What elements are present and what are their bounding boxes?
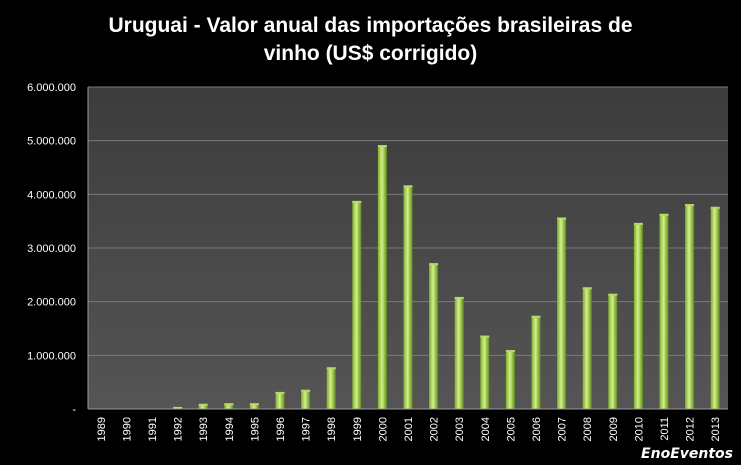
bar-top-2000 [377, 145, 387, 148]
x-tick-label: 1997 [301, 417, 313, 441]
bar-1996 [275, 392, 285, 409]
bar-top-1997 [301, 389, 311, 392]
bar-top-1996 [275, 391, 285, 394]
bar-2009 [608, 294, 618, 409]
x-tick-label: 1996 [275, 417, 287, 441]
x-tick-label: 1998 [326, 417, 338, 441]
x-tick-label: 2012 [685, 417, 697, 441]
chart-title: Uruguai - Valor anual das importações br… [108, 14, 633, 65]
bar-2002 [429, 264, 439, 409]
bar-2004 [480, 336, 490, 409]
bar-1995 [249, 404, 259, 409]
x-tick-label: 1992 [173, 417, 185, 441]
bar-top-1993 [198, 403, 208, 406]
x-tick-label: 1991 [147, 417, 159, 441]
bar-top-2007 [557, 217, 567, 220]
y-tick-label: 1.000.000 [27, 350, 76, 362]
y-tick-label: 2.000.000 [27, 297, 76, 309]
x-tick-label: 2002 [429, 417, 441, 441]
bar-top-2003 [454, 296, 464, 299]
x-tick-label: 2000 [377, 417, 389, 441]
bar-top-2013 [710, 206, 720, 209]
x-tick-label: 2003 [454, 417, 466, 441]
bar-2000 [377, 146, 387, 410]
x-tick-label: 2010 [633, 417, 645, 441]
x-tick-label: 2011 [659, 417, 671, 441]
y-tick-label: 3.000.000 [27, 243, 76, 255]
bar-top-2008 [582, 287, 592, 290]
x-tick-label: 1989 [96, 417, 108, 441]
bar-2003 [454, 297, 464, 409]
bar-top-1994 [224, 403, 234, 406]
bar-2005 [505, 351, 515, 409]
bar-1997 [301, 390, 311, 409]
x-tick-label: 1990 [121, 417, 133, 441]
bar-top-2011 [659, 213, 669, 216]
bar-2008 [582, 288, 592, 409]
bar-2013 [710, 207, 720, 409]
bars [173, 145, 720, 410]
x-tick-label: 2006 [531, 417, 543, 441]
bar-2001 [403, 186, 413, 409]
bar-top-1992 [173, 406, 183, 409]
bar-top-1999 [352, 200, 362, 203]
bar-top-2002 [429, 263, 439, 266]
bar-top-2010 [633, 222, 643, 225]
y-tick-label: 5.000.000 [27, 136, 76, 148]
y-tick-labels: - 1.000.000 2.000.000 3.000.000 4.000.000 5.0… [27, 82, 76, 416]
bar-1994 [224, 404, 234, 409]
y-tick-label: 4.000.000 [27, 189, 76, 201]
bar-top-2012 [685, 204, 695, 207]
bar-2007 [557, 218, 567, 409]
bar-2012 [685, 205, 695, 409]
x-tick-label: 2001 [403, 417, 415, 441]
bar-2011 [659, 214, 669, 409]
x-tick-label: 2004 [480, 417, 492, 441]
bar-2010 [633, 223, 643, 409]
bar-top-2001 [403, 185, 413, 188]
bar-top-1998 [326, 367, 336, 370]
y-tick-label: 6.000.000 [27, 82, 76, 94]
bar-top-1995 [249, 403, 259, 406]
bar-top-2009 [608, 293, 618, 296]
bar-top-2005 [505, 350, 515, 353]
bar-1999 [352, 201, 362, 409]
bar-top-2004 [480, 335, 490, 338]
bar-1998 [326, 368, 336, 409]
x-tick-label: 1999 [352, 417, 364, 441]
bar-top-2006 [531, 315, 541, 318]
x-tick-labels: 1989 1990 1991 1992 1993 1994 1995 1996 1997 1998… [96, 417, 722, 441]
x-tick-label: 1993 [198, 417, 210, 441]
y-tick-label: - [72, 404, 76, 416]
watermark-logo: EnoEventos [641, 446, 733, 462]
bar-2006 [531, 316, 541, 409]
x-tick-label: 2013 [710, 417, 722, 441]
x-tick-label: 2005 [505, 417, 517, 441]
x-tick-label: 2007 [557, 417, 569, 441]
x-tick-label: 1995 [249, 417, 261, 441]
bar-1993 [198, 404, 208, 409]
x-tick-label: 2008 [582, 417, 594, 441]
x-tick-label: 1994 [224, 417, 236, 441]
x-tick-label: 2009 [608, 417, 620, 441]
